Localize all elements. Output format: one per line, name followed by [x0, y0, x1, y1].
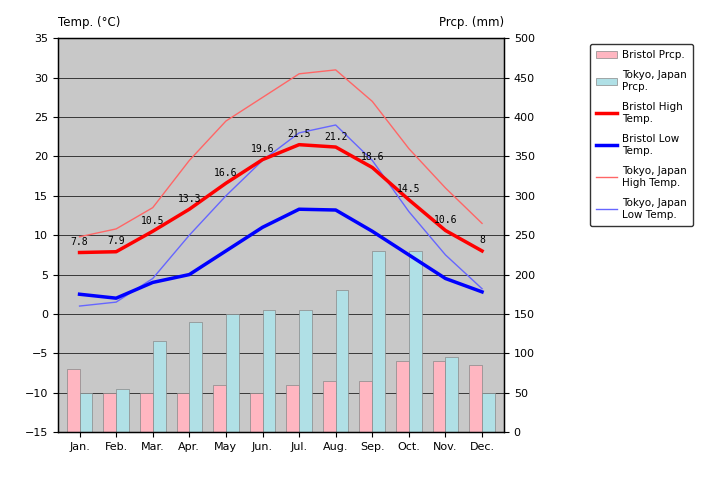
Bristol High
Temp.	[112, 249, 120, 254]
Bar	[482, 393, 495, 432]
Text: Prcp. (mm): Prcp. (mm)	[439, 15, 504, 29]
Tokyo, Japan
Low Temp.	[368, 157, 377, 163]
Bar	[79, 393, 92, 432]
Tokyo, Japan
High Temp.	[294, 71, 303, 77]
Tokyo, Japan
Low Temp.	[478, 286, 487, 292]
Text: 10.5: 10.5	[141, 216, 164, 226]
Bar	[104, 393, 116, 432]
Text: 14.5: 14.5	[397, 184, 420, 194]
Tokyo, Japan
Low Temp.	[185, 232, 194, 238]
Bar	[433, 361, 446, 432]
Bar	[213, 385, 226, 432]
Bar	[409, 251, 422, 432]
Tokyo, Japan
High Temp.	[185, 157, 194, 163]
Legend: Bristol Prcp., Tokyo, Japan
Prcp., Bristol High
Temp., Bristol Low
Temp., Tokyo,: Bristol Prcp., Tokyo, Japan Prcp., Brist…	[590, 44, 693, 226]
Bar	[140, 393, 153, 432]
Bar	[396, 361, 409, 432]
Line: Bristol Low
Temp.: Bristol Low Temp.	[79, 209, 482, 298]
Tokyo, Japan
High Temp.	[148, 205, 157, 211]
Tokyo, Japan
Low Temp.	[405, 209, 413, 215]
Line: Bristol High
Temp.: Bristol High Temp.	[79, 144, 482, 252]
Line: Tokyo, Japan
High Temp.: Tokyo, Japan High Temp.	[79, 70, 482, 237]
Tokyo, Japan
Low Temp.	[75, 303, 84, 309]
Tokyo, Japan
Low Temp.	[331, 122, 340, 128]
Bar	[323, 381, 336, 432]
Bristol High
Temp.	[405, 197, 413, 203]
Bar	[336, 290, 348, 432]
Bristol High
Temp.	[148, 228, 157, 234]
Bar	[250, 393, 263, 432]
Bristol High
Temp.	[222, 180, 230, 186]
Bristol Low
Temp.	[405, 252, 413, 258]
Line: Tokyo, Japan
Low Temp.: Tokyo, Japan Low Temp.	[79, 125, 482, 306]
Bristol Low
Temp.	[112, 295, 120, 301]
Tokyo, Japan
High Temp.	[478, 220, 487, 226]
Bristol Low
Temp.	[258, 225, 267, 230]
Bar	[116, 389, 129, 432]
Bristol High
Temp.	[185, 206, 194, 212]
Bar	[226, 314, 239, 432]
Text: Temp. (°C): Temp. (°C)	[58, 15, 120, 29]
Bar	[67, 369, 79, 432]
Bar	[469, 365, 482, 432]
Text: 13.3: 13.3	[178, 194, 201, 204]
Tokyo, Japan
Low Temp.	[222, 193, 230, 199]
Tokyo, Japan
High Temp.	[222, 118, 230, 124]
Bar	[299, 310, 312, 432]
Bar	[153, 341, 166, 432]
Bar	[446, 357, 458, 432]
Text: 7.9: 7.9	[107, 236, 125, 246]
Bar	[372, 251, 385, 432]
Text: 18.6: 18.6	[361, 152, 384, 162]
Text: 10.6: 10.6	[433, 215, 457, 225]
Bristol Low
Temp.	[185, 272, 194, 277]
Bristol High
Temp.	[478, 248, 487, 254]
Bristol High
Temp.	[294, 142, 303, 147]
Bar	[287, 385, 299, 432]
Tokyo, Japan
Low Temp.	[112, 299, 120, 305]
Bristol Low
Temp.	[441, 276, 450, 281]
Bristol Low
Temp.	[148, 279, 157, 285]
Tokyo, Japan
High Temp.	[258, 95, 267, 100]
Bar	[359, 381, 372, 432]
Tokyo, Japan
Low Temp.	[148, 276, 157, 281]
Text: 21.5: 21.5	[287, 129, 311, 139]
Tokyo, Japan
High Temp.	[405, 146, 413, 152]
Tokyo, Japan
High Temp.	[112, 226, 120, 232]
Tokyo, Japan
High Temp.	[441, 185, 450, 191]
Bristol Low
Temp.	[368, 228, 377, 234]
Text: 19.6: 19.6	[251, 144, 274, 154]
Tokyo, Japan
Low Temp.	[258, 157, 267, 163]
Bristol High
Temp.	[75, 250, 84, 255]
Bristol Low
Temp.	[331, 207, 340, 213]
Bristol High
Temp.	[368, 165, 377, 170]
Tokyo, Japan
Low Temp.	[294, 130, 303, 136]
Bristol High
Temp.	[258, 157, 267, 163]
Bristol High
Temp.	[331, 144, 340, 150]
Bristol Low
Temp.	[222, 248, 230, 254]
Bristol Low
Temp.	[478, 289, 487, 295]
Tokyo, Japan
Low Temp.	[441, 252, 450, 258]
Bar	[189, 322, 202, 432]
Bar	[263, 310, 275, 432]
Text: 16.6: 16.6	[214, 168, 238, 178]
Text: 21.2: 21.2	[324, 132, 348, 142]
Tokyo, Japan
High Temp.	[368, 98, 377, 104]
Tokyo, Japan
High Temp.	[75, 234, 84, 240]
Bristol High
Temp.	[441, 228, 450, 233]
Tokyo, Japan
High Temp.	[331, 67, 340, 73]
Bar	[176, 393, 189, 432]
Text: 7.8: 7.8	[71, 237, 89, 247]
Text: 8: 8	[479, 235, 485, 245]
Bristol Low
Temp.	[75, 291, 84, 297]
Bristol Low
Temp.	[294, 206, 303, 212]
